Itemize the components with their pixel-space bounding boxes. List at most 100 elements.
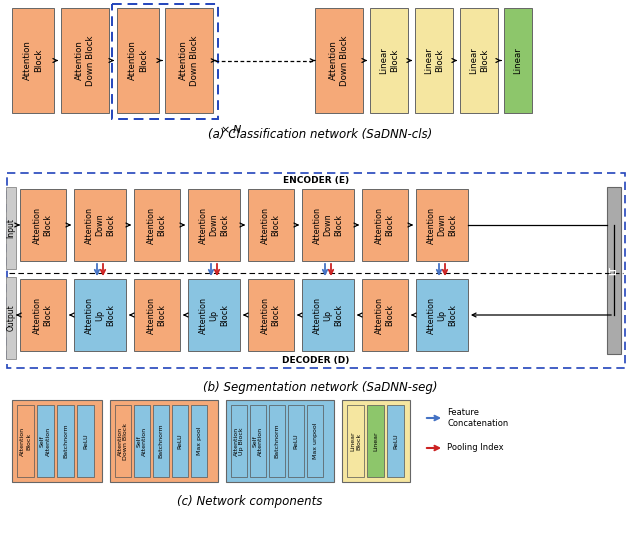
Bar	[387, 405, 404, 477]
Text: Attention
Block: Attention Block	[128, 41, 148, 80]
Text: Attention
Block: Attention Block	[23, 41, 43, 80]
Bar	[607, 187, 621, 354]
Bar	[288, 405, 304, 477]
Text: ENCODER (E): ENCODER (E)	[283, 175, 349, 184]
Text: Attention
Block: Attention Block	[147, 206, 166, 244]
Bar	[115, 405, 131, 477]
Text: Attention
Up
Block: Attention Up Block	[85, 296, 115, 334]
Bar	[231, 405, 247, 477]
Bar	[307, 405, 323, 477]
Text: Linear
Block: Linear Block	[469, 47, 489, 74]
Bar	[12, 400, 102, 482]
Text: Linear: Linear	[373, 431, 378, 451]
Bar	[6, 187, 16, 269]
Text: ReLU: ReLU	[294, 433, 298, 449]
Text: Attention
Down
Block: Attention Down Block	[313, 206, 343, 244]
Text: (c) Network components: (c) Network components	[177, 495, 323, 508]
Bar	[134, 189, 180, 261]
Bar	[370, 8, 408, 113]
Text: Self
Attention: Self Attention	[40, 426, 51, 456]
Bar	[117, 8, 159, 113]
Text: Attention
Block: Attention Block	[33, 206, 52, 244]
Bar	[61, 8, 109, 113]
Bar	[302, 279, 354, 351]
Text: Input: Input	[6, 218, 15, 238]
Text: Attention
Down Block: Attention Down Block	[118, 423, 129, 459]
Bar	[248, 279, 294, 351]
Text: Batchnorm: Batchnorm	[159, 424, 163, 458]
Text: Batchnorm: Batchnorm	[63, 424, 68, 458]
Text: Attention
Down Block: Attention Down Block	[179, 35, 198, 86]
Text: Attention
Down
Block: Attention Down Block	[427, 206, 457, 244]
Bar	[342, 400, 410, 482]
Text: Attention
Up
Block: Attention Up Block	[313, 296, 343, 334]
Bar	[134, 279, 180, 351]
Text: Self
Attention: Self Attention	[136, 426, 147, 456]
Text: Attention
Down Block: Attention Down Block	[330, 35, 349, 86]
Text: Attention
Block: Attention Block	[261, 206, 281, 244]
Text: Attention
Down
Block: Attention Down Block	[199, 206, 229, 244]
Bar	[17, 405, 34, 477]
Bar	[110, 400, 218, 482]
Bar	[415, 8, 453, 113]
Bar	[74, 279, 126, 351]
Text: ReLU: ReLU	[83, 433, 88, 449]
Bar	[37, 405, 54, 477]
Text: Linear
Block: Linear Block	[424, 47, 444, 74]
Bar	[12, 8, 54, 113]
Bar	[504, 8, 532, 113]
Text: LT: LT	[609, 266, 618, 275]
Bar	[7, 173, 625, 368]
Text: ReLU: ReLU	[393, 433, 398, 449]
Bar	[6, 277, 16, 359]
Bar	[57, 405, 74, 477]
Bar	[302, 189, 354, 261]
Text: Attention
Down
Block: Attention Down Block	[85, 206, 115, 244]
Bar	[74, 189, 126, 261]
Text: Attention
Up
Block: Attention Up Block	[427, 296, 457, 334]
Text: Attention
Down Block: Attention Down Block	[76, 35, 95, 86]
Text: ReLU: ReLU	[177, 433, 182, 449]
Text: Pooling Index: Pooling Index	[447, 443, 504, 453]
Text: Attention
Block: Attention Block	[147, 296, 166, 334]
Bar	[416, 189, 468, 261]
Bar	[165, 8, 213, 113]
Text: (a) Classification network (SaDNN-cls): (a) Classification network (SaDNN-cls)	[208, 128, 432, 141]
Bar	[367, 405, 384, 477]
Text: (b) Segmentation network (SaDNN-seg): (b) Segmentation network (SaDNN-seg)	[203, 381, 437, 394]
Text: Linear
Block: Linear Block	[380, 47, 399, 74]
Text: Attention
Block: Attention Block	[33, 296, 52, 334]
Bar	[20, 189, 66, 261]
Bar	[269, 405, 285, 477]
Text: Max unpool: Max unpool	[312, 423, 317, 459]
Bar	[112, 4, 218, 119]
Bar	[226, 400, 334, 482]
Text: Self
Attention: Self Attention	[253, 426, 264, 456]
Bar	[460, 8, 498, 113]
Text: Attention
Block: Attention Block	[261, 296, 281, 334]
Text: Batchnorm: Batchnorm	[275, 424, 280, 458]
Text: Attention
Up Block: Attention Up Block	[234, 426, 244, 456]
Bar	[20, 279, 66, 351]
Bar	[77, 405, 94, 477]
Bar	[188, 279, 240, 351]
Bar	[191, 405, 207, 477]
Text: $\times$ $N$: $\times$ $N$	[220, 123, 243, 135]
Bar	[153, 405, 169, 477]
Text: Attention
Block: Attention Block	[375, 206, 395, 244]
Bar	[188, 189, 240, 261]
Text: Feature
Concatenation: Feature Concatenation	[447, 408, 508, 427]
Text: Max pool: Max pool	[196, 427, 202, 455]
Bar	[347, 405, 364, 477]
Bar	[250, 405, 266, 477]
Bar	[416, 279, 468, 351]
Text: Output: Output	[6, 305, 15, 332]
Text: Linear
Block: Linear Block	[350, 431, 361, 451]
Bar	[315, 8, 363, 113]
Bar	[134, 405, 150, 477]
Bar	[362, 189, 408, 261]
Text: Attention
Block: Attention Block	[375, 296, 395, 334]
Bar	[172, 405, 188, 477]
Text: Linear: Linear	[513, 47, 522, 74]
Text: Attention
Up
Block: Attention Up Block	[199, 296, 229, 334]
